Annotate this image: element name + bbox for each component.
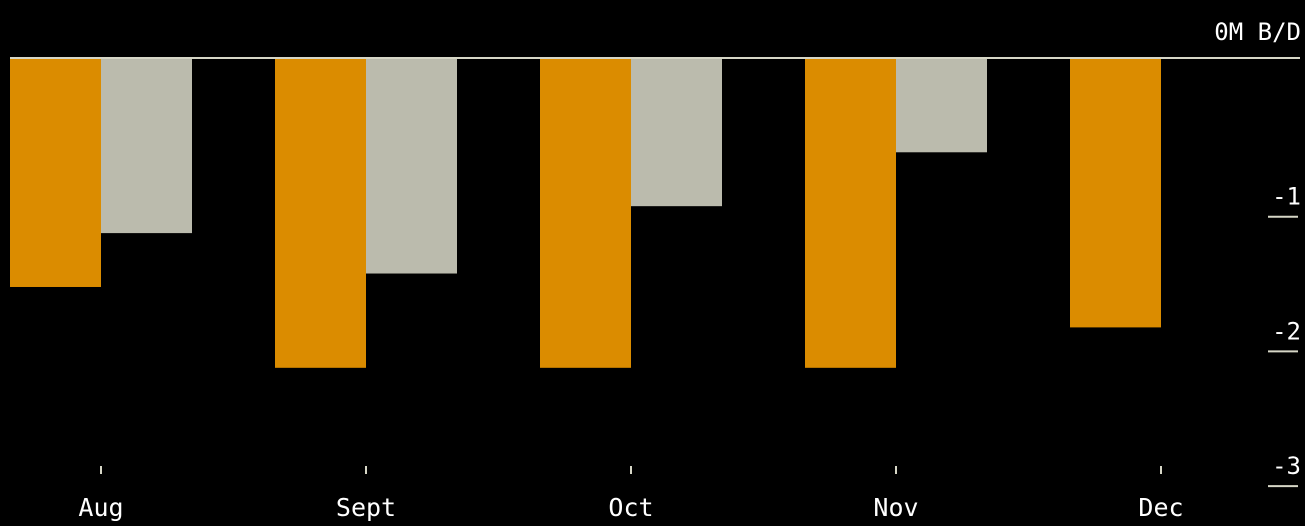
x-axis: Aug Sept Oct Nov Dec: [78, 466, 1184, 522]
bar-oct-series-2: [631, 58, 722, 207]
bar-sept-series-2: [366, 58, 457, 274]
bar-nov-series-2: [896, 58, 987, 153]
bar-aug-series-2: [101, 58, 192, 234]
bar-nov-series-1: [805, 58, 896, 368]
x-tick-label-oct: Oct: [608, 493, 653, 522]
bar-dec-series-1: [1070, 58, 1161, 328]
x-tick-label-dec: Dec: [1138, 493, 1183, 522]
y-axis-unit-label: 0M B/D: [1214, 18, 1301, 46]
x-tick-label-aug: Aug: [78, 493, 123, 522]
x-tick-label-sept: Sept: [336, 493, 396, 522]
bars-layer: [10, 58, 1161, 368]
y-tick-label: -3: [1272, 452, 1301, 480]
bar-sept-series-1: [275, 58, 366, 368]
y-tick-label: -1: [1272, 183, 1301, 211]
x-tick-label-nov: Nov: [873, 493, 918, 522]
y-tick-label: -2: [1272, 317, 1301, 345]
bar-aug-series-1: [10, 58, 101, 287]
y-axis: 0M B/D -1 -2 -3: [1214, 18, 1301, 488]
bar-oct-series-1: [540, 58, 631, 368]
